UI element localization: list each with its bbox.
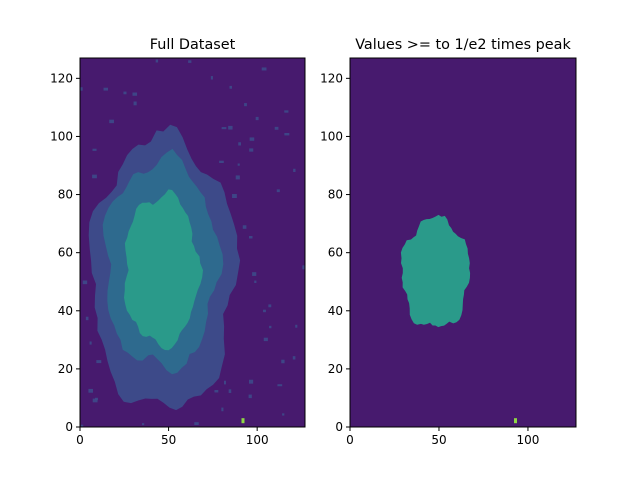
left-plot-area bbox=[80, 58, 305, 427]
left-noise-pixel bbox=[232, 194, 237, 199]
right-x-tick-label: 100 bbox=[516, 433, 539, 447]
left-noise-pixel bbox=[235, 175, 240, 180]
left-noise-pixel bbox=[281, 359, 285, 364]
left-noise-pixel bbox=[92, 398, 98, 403]
right-x-tick-label: 50 bbox=[431, 433, 446, 447]
left-noise-pixel bbox=[252, 272, 257, 276]
right-x-tick-label: 0 bbox=[346, 433, 354, 447]
left-noise-pixel bbox=[295, 324, 298, 328]
left-noise-pixel bbox=[274, 126, 279, 130]
left-noise-pixel bbox=[248, 394, 252, 399]
left-noise-pixel bbox=[155, 59, 159, 63]
left-noise-pixel bbox=[228, 125, 233, 130]
right-panel-title: Values >= to 1/e2 times peak bbox=[355, 37, 571, 53]
left-region-level_3 bbox=[124, 189, 203, 351]
left-noise-pixel bbox=[141, 423, 145, 426]
right-y-tick-label: 0 bbox=[335, 420, 343, 434]
left-noise-pixel bbox=[221, 127, 227, 130]
left-noise-pixel bbox=[94, 397, 98, 401]
right-axes-frame bbox=[349, 57, 577, 428]
left-noise-pixel bbox=[229, 85, 232, 89]
left-noise-pixel bbox=[277, 384, 283, 387]
left-panel: Full Dataset 0 50 100 0 20 40 60 80 100 120 bbox=[50, 37, 306, 447]
left-noise-pixel bbox=[284, 110, 289, 113]
left-noise-pixel bbox=[249, 137, 255, 141]
right-region-level_3 bbox=[400, 214, 471, 328]
left-noise-pixel bbox=[269, 325, 272, 329]
left-y-tick-label: 0 bbox=[65, 420, 73, 434]
left-noise-pixel bbox=[103, 87, 109, 91]
left-noise-pixel bbox=[255, 116, 259, 121]
left-noise-pixel bbox=[292, 356, 296, 360]
right-y-tick-label: 80 bbox=[328, 188, 343, 202]
left-noise-pixel bbox=[210, 76, 213, 80]
left-x-tick-label: 0 bbox=[76, 433, 84, 447]
left-noise-pixel bbox=[214, 390, 219, 393]
left-noise-pixel bbox=[96, 360, 102, 364]
left-noise-pixel bbox=[109, 119, 114, 124]
left-noise-pixel bbox=[268, 304, 272, 308]
left-noise-pixel bbox=[249, 148, 254, 152]
left-noise-pixel bbox=[221, 407, 224, 412]
left-noise-pixel bbox=[188, 60, 192, 63]
left-noise-pixel bbox=[237, 163, 240, 166]
left-noise-pixel bbox=[238, 142, 242, 146]
left-noise-pixel bbox=[133, 101, 137, 106]
left-noise-pixel bbox=[123, 91, 127, 95]
left-noise-pixel bbox=[194, 422, 199, 426]
left-noise-pixel bbox=[82, 280, 88, 285]
left-y-tick-label: 40 bbox=[58, 304, 73, 318]
left-noise-pixel bbox=[254, 280, 257, 284]
right-y-tick-label: 40 bbox=[328, 304, 343, 318]
left-noise-pixel bbox=[85, 316, 89, 321]
right-bright-spot bbox=[513, 418, 517, 424]
left-noise-pixel bbox=[276, 189, 280, 193]
left-noise-pixel bbox=[293, 168, 296, 173]
left-noise-pixel bbox=[88, 388, 93, 393]
right-y-tick-label: 100 bbox=[320, 129, 343, 143]
left-y-tick-label: 20 bbox=[58, 362, 73, 376]
right-panel: Values >= to 1/e2 times peak 0 50 100 0 20 40… bbox=[320, 37, 577, 447]
right-y-tick-label: 120 bbox=[320, 71, 343, 85]
left-noise-pixel bbox=[228, 389, 232, 393]
left-noise-pixel bbox=[284, 132, 290, 136]
left-noise-pixel bbox=[263, 309, 266, 313]
left-y-tick-label: 120 bbox=[50, 71, 73, 85]
left-noise-pixel bbox=[261, 67, 267, 71]
left-noise-pixel bbox=[92, 174, 97, 179]
right-plot-area bbox=[350, 58, 576, 427]
right-y-tick-label: 60 bbox=[328, 246, 343, 260]
left-noise-pixel bbox=[244, 103, 247, 107]
left-noise-pixel bbox=[92, 148, 97, 151]
right-y-tick-label: 20 bbox=[328, 362, 343, 376]
left-axes-frame bbox=[79, 57, 306, 428]
left-noise-pixel bbox=[242, 225, 247, 229]
left-noise-pixel bbox=[263, 337, 268, 342]
left-noise-pixel bbox=[80, 424, 84, 427]
left-y-tick-label: 100 bbox=[50, 129, 73, 143]
left-x-tick-label: 50 bbox=[161, 433, 176, 447]
left-panel-title: Full Dataset bbox=[150, 37, 236, 53]
left-noise-pixel bbox=[132, 92, 138, 96]
left-noise-pixel bbox=[249, 379, 254, 384]
left-y-tick-label: 80 bbox=[58, 188, 73, 202]
left-noise-pixel bbox=[282, 413, 285, 416]
left-noise-pixel bbox=[248, 236, 253, 239]
left-x-tick-label: 100 bbox=[246, 433, 269, 447]
left-noise-pixel bbox=[219, 160, 224, 164]
left-noise-pixel bbox=[89, 341, 92, 345]
left-noise-pixel bbox=[80, 87, 83, 91]
left-bright-spot bbox=[241, 418, 245, 424]
left-noise-pixel bbox=[223, 380, 226, 385]
left-y-tick-label: 60 bbox=[58, 246, 73, 260]
left-noise-pixel bbox=[302, 265, 305, 270]
